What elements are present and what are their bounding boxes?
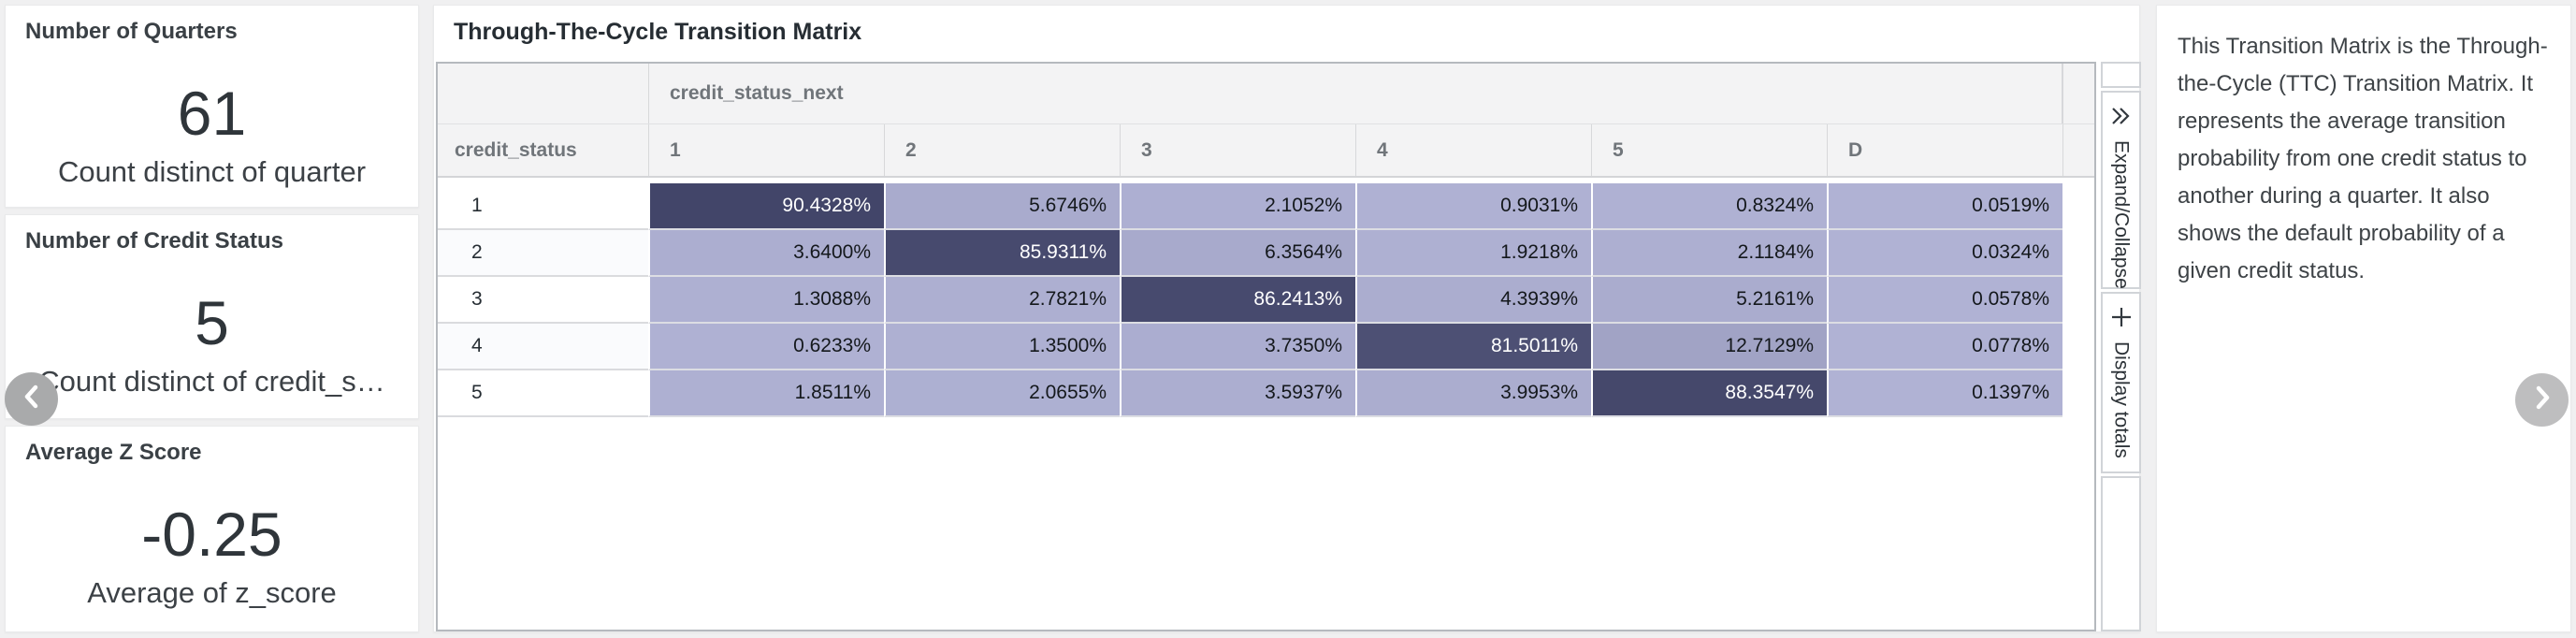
matrix-cell-1-D[interactable]: 0.0519% [1827, 183, 2062, 230]
column-header-D[interactable]: D [1827, 124, 2062, 176]
matrix-cell-4-1[interactable]: 0.6233% [648, 324, 884, 370]
strip-spacer [2101, 476, 2141, 631]
matrix-row-5: 5 1.8511% 2.0655% 3.5937% 3.9953% 88.3547% 0.1… [438, 370, 2094, 417]
row-label-cell[interactable]: 3 [438, 277, 648, 324]
strip-spacer [2101, 62, 2141, 88]
matrix-cell-1-4[interactable]: 0.9031% [1355, 183, 1591, 230]
row-filler-cell [2062, 324, 2094, 370]
previous-page-button[interactable] [5, 372, 58, 426]
kpi-subtitle: Average of z_score [87, 576, 337, 609]
row-filler-cell [2062, 183, 2094, 230]
matrix-cell-2-4[interactable]: 1.9218% [1355, 230, 1591, 277]
matrix-cell-5-1[interactable]: 1.8511% [648, 370, 884, 417]
header-corner-cell [438, 64, 648, 123]
kpi-card-title: Number of Credit Status [25, 228, 284, 254]
column-group-header[interactable]: credit_status_next [648, 64, 2062, 123]
column-header-1[interactable]: 1 [648, 124, 884, 176]
row-label-cell[interactable]: 5 [438, 370, 648, 417]
matrix-cell-2-D[interactable]: 0.0324% [1827, 230, 2062, 277]
matrix-cell-2-5[interactable]: 2.1184% [1591, 230, 1827, 277]
matrix-cell-4-D[interactable]: 0.0778% [1827, 324, 2062, 370]
matrix-cell-4-5[interactable]: 12.7129% [1591, 324, 1827, 370]
matrix-cell-4-2[interactable]: 1.3500% [884, 324, 1120, 370]
matrix-cell-5-5[interactable]: 88.3547% [1591, 370, 1827, 417]
kpi-card-number-of-credit-status: Number of Credit Status 5 Count distinct… [5, 214, 419, 419]
row-dimension-header[interactable]: credit_status [455, 138, 577, 161]
matrix-cell-3-4[interactable]: 4.3939% [1355, 277, 1591, 324]
matrix-cell-4-3[interactable]: 3.7350% [1120, 324, 1355, 370]
matrix-cell-3-D[interactable]: 0.0578% [1827, 277, 2062, 324]
kpi-value: -0.25 [141, 500, 282, 569]
matrix-table-body: 1 90.4328% 5.6746% 2.1052% 0.9031% 0.8324% 0.0… [438, 178, 2094, 417]
chevron-right-icon [2529, 383, 2555, 417]
matrix-row-3: 3 1.3088% 2.7821% 86.2413% 4.3939% 5.2161% 0.0… [438, 277, 2094, 324]
next-page-button[interactable] [2515, 373, 2569, 427]
matrix-row-1: 1 90.4328% 5.6746% 2.1052% 0.9031% 0.8324% 0.0… [438, 183, 2094, 230]
column-header-2[interactable]: 2 [884, 124, 1120, 176]
column-header-3[interactable]: 3 [1120, 124, 1355, 176]
expand-collapse-label: Expand/Collapse [2110, 140, 2133, 289]
header-filler-cell [2062, 124, 2094, 176]
row-filler-cell [2062, 230, 2094, 277]
table-control-strip: Expand/Collapse Display totals [2101, 62, 2141, 631]
matrix-cell-4-4[interactable]: 81.5011% [1355, 324, 1591, 370]
expand-collapse-button[interactable]: Expand/Collapse [2101, 91, 2141, 289]
row-filler-cell [2062, 370, 2094, 417]
matrix-cell-1-1[interactable]: 90.4328% [648, 183, 884, 230]
column-header-5[interactable]: 5 [1591, 124, 1827, 176]
matrix-row-4: 4 0.6233% 1.3500% 3.7350% 81.5011% 12.7129% 0.… [438, 324, 2094, 370]
matrix-cell-3-3[interactable]: 86.2413% [1120, 277, 1355, 324]
matrix-cell-1-5[interactable]: 0.8324% [1591, 183, 1827, 230]
matrix-cell-5-4[interactable]: 3.9953% [1355, 370, 1591, 417]
row-label-cell[interactable]: 4 [438, 324, 648, 370]
matrix-cell-3-5[interactable]: 5.2161% [1591, 277, 1827, 324]
kpi-value: 5 [195, 288, 229, 357]
description-tile: This Transition Matrix is the Through-th… [2156, 5, 2571, 632]
transition-matrix-tile: Through-The-Cycle Transition Matrix cred… [433, 5, 2141, 632]
row-filler-cell [2062, 277, 2094, 324]
kpi-subtitle: Count distinct of quarter [57, 155, 367, 188]
display-totals-button[interactable]: Display totals [2101, 292, 2141, 473]
matrix-description-text: This Transition Matrix is the Through-th… [2178, 34, 2548, 283]
display-totals-label: Display totals [2110, 341, 2133, 458]
double-chevron-right-icon [2109, 104, 2134, 133]
kpi-card-title: Number of Quarters [25, 19, 238, 44]
kpi-subtitle: Count distinct of credit_s… [38, 365, 385, 398]
matrix-cell-5-2[interactable]: 2.0655% [884, 370, 1120, 417]
matrix-title: Through-The-Cycle Transition Matrix [454, 19, 862, 45]
matrix-cell-2-3[interactable]: 6.3564% [1120, 230, 1355, 277]
matrix-cell-1-3[interactable]: 2.1052% [1120, 183, 1355, 230]
column-header-4[interactable]: 4 [1355, 124, 1591, 176]
plus-icon [2109, 305, 2134, 334]
matrix-cell-3-2[interactable]: 2.7821% [884, 277, 1120, 324]
matrix-cell-2-2[interactable]: 85.9311% [884, 230, 1120, 277]
matrix-cell-3-1[interactable]: 1.3088% [648, 277, 884, 324]
kpi-card-average-z-score: Average Z Score -0.25 Average of z_score [5, 426, 419, 632]
header-filler-cell [2062, 64, 2094, 123]
matrix-cell-2-1[interactable]: 3.6400% [648, 230, 884, 277]
matrix-cell-5-D[interactable]: 0.1397% [1827, 370, 2062, 417]
row-label-cell[interactable]: 2 [438, 230, 648, 277]
matrix-cell-5-3[interactable]: 3.5937% [1120, 370, 1355, 417]
matrix-cell-1-2[interactable]: 5.6746% [884, 183, 1120, 230]
kpi-value: 61 [177, 79, 247, 148]
kpi-card-title: Average Z Score [25, 440, 202, 465]
kpi-card-number-of-quarters: Number of Quarters 61 Count distinct of … [5, 5, 419, 208]
chevron-left-icon [19, 382, 45, 416]
row-label-cell[interactable]: 1 [438, 183, 648, 230]
matrix-row-2: 2 3.6400% 85.9311% 6.3564% 1.9218% 2.1184% 0.0… [438, 230, 2094, 277]
